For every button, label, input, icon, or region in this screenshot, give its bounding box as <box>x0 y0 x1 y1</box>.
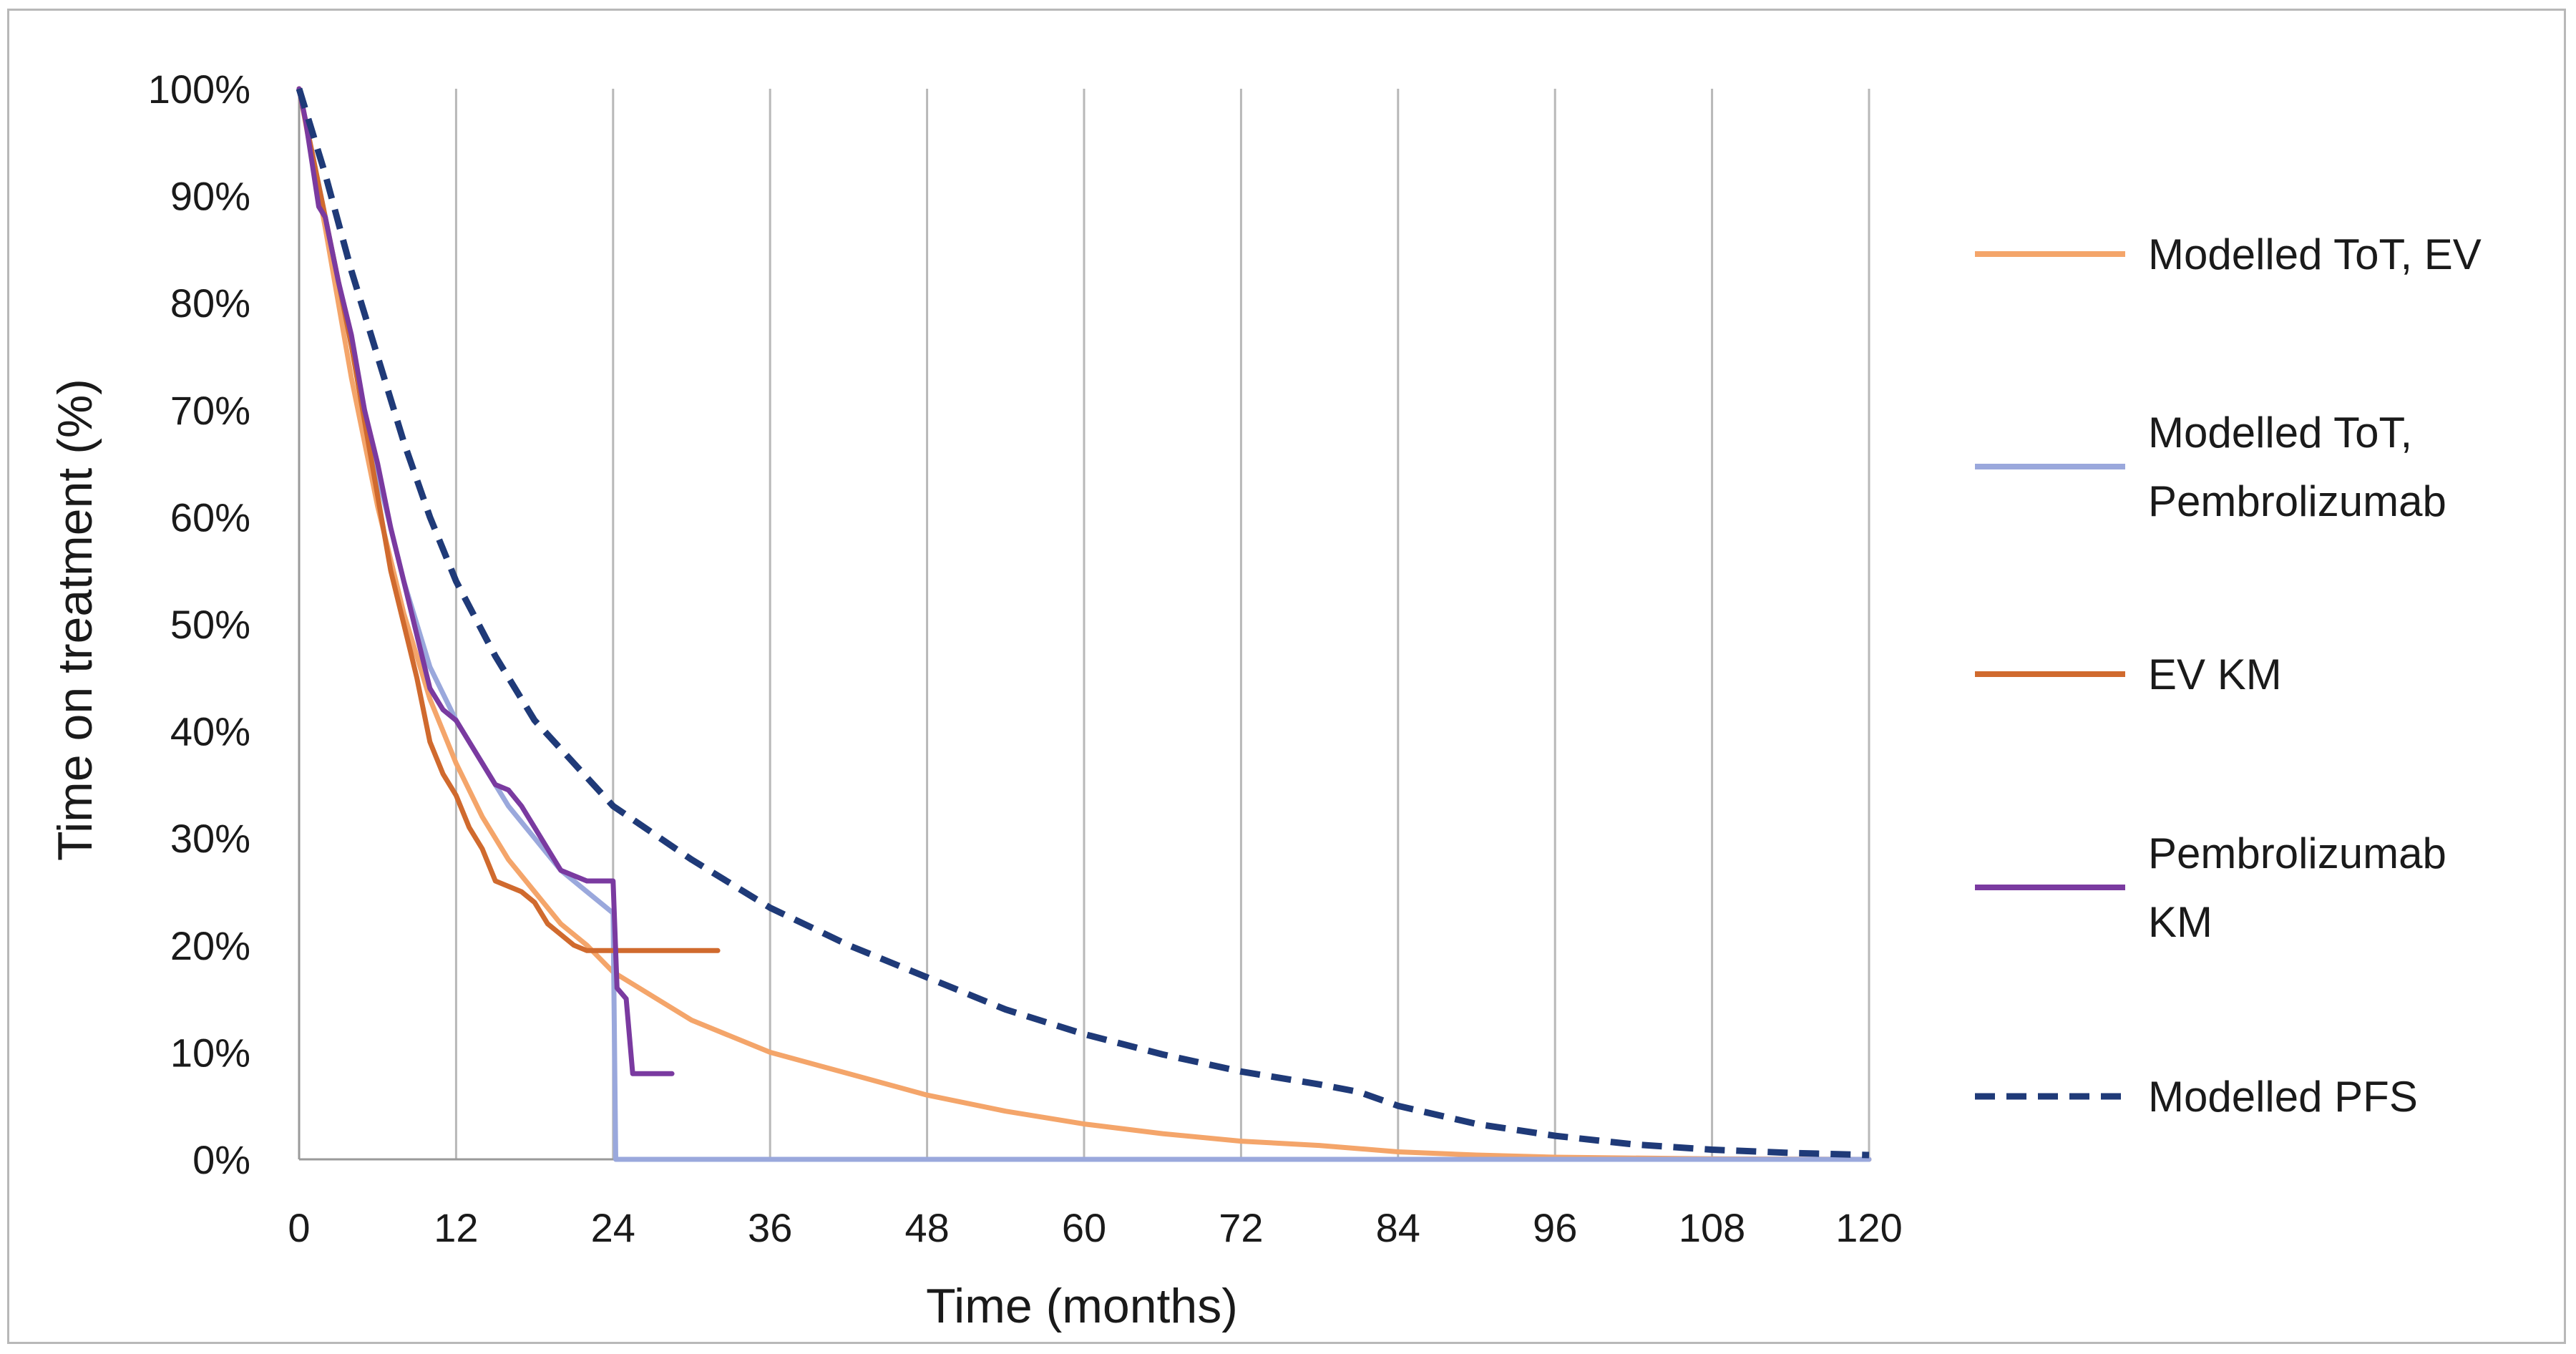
y-tick-label: 70% <box>170 388 250 433</box>
legend-label: EV KM <box>2148 651 2282 698</box>
series-line-0 <box>296 86 1872 1162</box>
y-tick-label: 40% <box>170 709 250 754</box>
legend-item-3: Pembrolizumab KM <box>1975 829 2446 946</box>
x-tick-label: 72 <box>1219 1205 1263 1250</box>
legend-label: KM <box>2148 898 2212 946</box>
x-axis-title: Time (months) <box>926 1279 1238 1333</box>
y-tick-label: 90% <box>170 174 250 219</box>
series-lines <box>296 86 1872 1162</box>
legend-item-2: EV KM <box>1975 651 2282 698</box>
y-axis-title: Time on treatment (%) <box>48 379 102 861</box>
legend-item-1: Modelled ToT, Pembrolizumab <box>1975 409 2446 525</box>
y-tick-label: 10% <box>170 1030 250 1075</box>
x-tick-label: 0 <box>288 1205 310 1250</box>
legend-label: Pembrolizumab <box>2148 829 2446 877</box>
legend-label: Modelled ToT, EV <box>2148 230 2482 278</box>
x-tick-label: 108 <box>1679 1205 1745 1250</box>
y-tick-label: 80% <box>170 281 250 326</box>
x-tick-label: 120 <box>1835 1205 1902 1250</box>
legend-item-4: Modelled PFS <box>1975 1073 2418 1121</box>
legend: Modelled ToT, EV Modelled ToT, Pembrolizum… <box>1975 230 2482 1121</box>
x-tick-label: 12 <box>434 1205 478 1250</box>
y-tick-label: 50% <box>170 602 250 647</box>
x-tick-label: 36 <box>748 1205 792 1250</box>
x-tick-label: 48 <box>904 1205 949 1250</box>
grid-lines <box>454 89 1870 1159</box>
y-tick-label: 100% <box>148 67 250 112</box>
y-tick-label: 60% <box>170 495 250 540</box>
legend-item-0: Modelled ToT, EV <box>1975 230 2482 278</box>
y-tick-label: 30% <box>170 816 250 861</box>
y-tick-label: 0% <box>192 1137 250 1182</box>
legend-label: Modelled PFS <box>2148 1073 2418 1121</box>
series-line-2 <box>296 86 721 953</box>
legend-label: Pembrolizumab <box>2148 477 2446 525</box>
x-tick-label: 84 <box>1376 1205 1420 1250</box>
series-line-3 <box>296 86 675 1076</box>
x-tick-label: 60 <box>1062 1205 1106 1250</box>
x-tick-label: 24 <box>591 1205 635 1250</box>
series-line-4 <box>296 87 1870 1159</box>
y-tick-labels: 0% 10% 20% 30% 40% 50% 60% 70% 80% 90% 100% <box>148 67 250 1182</box>
y-tick-label: 20% <box>170 923 250 968</box>
legend-label: Modelled ToT, <box>2148 409 2412 457</box>
x-tick-labels: 0 12 24 36 48 60 72 84 96 108 120 <box>288 1205 1902 1250</box>
x-tick-label: 96 <box>1533 1205 1577 1250</box>
